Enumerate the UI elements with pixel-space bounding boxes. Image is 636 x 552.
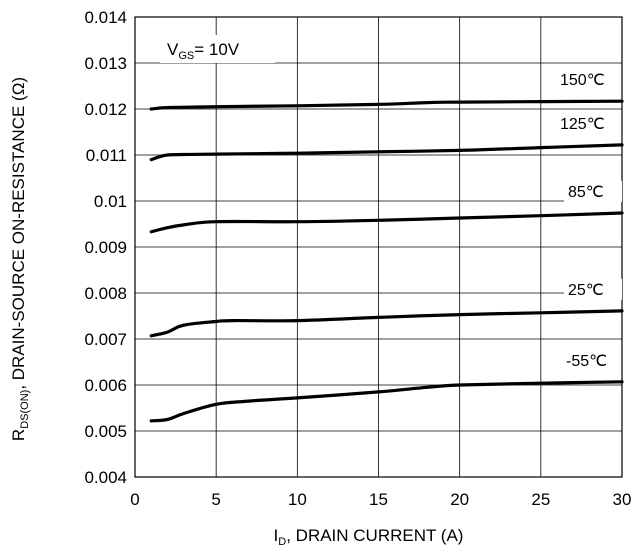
series-line [149, 143, 624, 162]
x-tick-label: 15 [369, 490, 388, 509]
series-label: -55℃ [566, 353, 607, 370]
y-tick-label: 0.011 [86, 146, 127, 165]
series-line [149, 99, 624, 111]
annotation-subscript: GS [178, 50, 194, 62]
x-axis-title-main: I [274, 526, 279, 545]
series-label-background [556, 112, 614, 134]
series-line [149, 309, 624, 338]
series-label: 85℃ [568, 184, 604, 201]
x-tick-label: 0 [130, 490, 139, 509]
y-tick-label: 0.007 [84, 330, 127, 349]
x-tick-label: 10 [288, 490, 307, 509]
y-tick-label: 0.014 [84, 8, 127, 27]
series-label-background [562, 349, 620, 371]
y-ticks: 0.004 0.005 0.006 0.007 0.008 0.009 0.01 0.011 0… [84, 8, 127, 487]
series-labels: 150℃ 125℃ 85℃ 25℃ -55℃ [556, 69, 622, 371]
y-axis-title: RDS(ON), DRAIN-SOURCE ON-RESISTANCE (Ω) [9, 77, 31, 441]
y-axis-title-subscript: DS(ON) [19, 390, 31, 429]
annotation-main: V [167, 40, 179, 59]
x-ticks: 0 5 10 15 20 25 30 [130, 490, 631, 509]
x-axis-title-subscript: D [278, 536, 286, 548]
x-axis-title: ID, DRAIN CURRENT (A) [274, 526, 464, 548]
series-label: 150℃ [560, 72, 605, 89]
y-tick-label: 0.004 [84, 468, 127, 487]
x-tick-label: 25 [531, 490, 550, 509]
y-tick-label: 0.009 [84, 238, 127, 257]
x-tick-label: 5 [211, 490, 220, 509]
x-tick-label: 20 [450, 490, 469, 509]
annotation-rest: = 10V [194, 40, 240, 59]
y-tick-label: 0.006 [84, 376, 127, 395]
series-line [149, 211, 624, 234]
y-tick-label: 0.005 [84, 422, 127, 441]
plot-frame [134, 16, 623, 478]
y-tick-label: 0.012 [84, 100, 127, 119]
series-label-background [564, 180, 622, 202]
y-tick-label: 0.01 [94, 192, 127, 211]
series-label-background [564, 278, 622, 300]
y-axis-title-main: R [9, 429, 28, 441]
x-axis-title-rest: , DRAIN CURRENT (A) [286, 526, 463, 545]
series-label: 25℃ [568, 282, 604, 299]
series-label: 125℃ [560, 116, 605, 133]
series-label-background [556, 69, 614, 91]
y-axis-title-rest: , DRAIN-SOURCE ON-RESISTANCE (Ω) [9, 77, 28, 390]
series-lines [149, 99, 624, 423]
annotation-background [160, 35, 275, 63]
x-tick-label: 30 [613, 490, 632, 509]
y-tick-label: 0.008 [84, 284, 127, 303]
y-tick-label: 0.013 [84, 54, 127, 73]
series-line [149, 380, 624, 423]
vgs-annotation: VGS= 10V [167, 40, 240, 62]
